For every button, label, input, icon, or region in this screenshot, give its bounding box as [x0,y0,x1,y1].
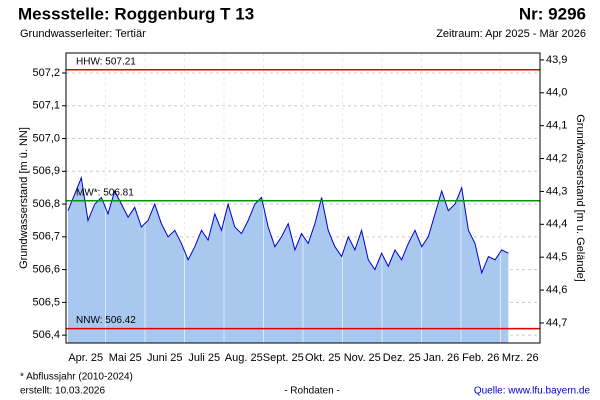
x-tick-label: Dez. 25 [383,352,421,364]
x-tick-label: Apr. 25 [68,352,103,364]
y2-tick-label: 43,9 [546,54,567,66]
y2-tick-label: 44,5 [546,251,567,263]
y-tick-label: 506,8 [32,198,60,210]
x-tick-label: Okt. 25 [305,352,340,364]
source[interactable]: Quelle: www.lfu.bayern.de [474,386,591,397]
y2-tick-label: 44,2 [546,152,567,164]
y2-tick-label: 44,1 [546,120,567,132]
reference-label: HHW: 507.21 [76,56,136,67]
y2-axis-label: Grundwasserstand [m u. Gelände] [574,114,586,282]
y-tick-label: 507,0 [32,132,60,144]
y2-tick-label: 44,0 [546,87,567,99]
y-tick-label: 506,4 [32,329,60,341]
x-tick-label: Aug. 25 [225,352,263,364]
y-axis-label: Grundwasserstand [m ü. NN] [18,127,30,269]
line [67,175,509,275]
subtitle: Grundwasserleiter: Tertiär [20,28,146,40]
y-tick-label: 507,2 [32,67,60,79]
data-note: - Rohdaten - [284,386,340,397]
chart-title: Messstelle: Roggenburg T 13 [18,4,254,23]
y-tick-label: 507,1 [32,100,60,112]
y2-tick-label: 44,4 [546,218,567,230]
plot-frame [65,52,541,344]
station-number: Nr: 9296 [519,4,586,23]
area [68,177,509,343]
reference-label: NNW: 506.42 [76,315,136,326]
x-tick-label: Feb. 26 [462,352,499,364]
x-tick-label: Sept. 25 [263,352,304,364]
x-tick-label: Mai 25 [109,352,142,364]
y2-tick-label: 44,3 [546,185,567,197]
x-tick-label: Nov. 25 [344,352,381,364]
y-tick-label: 506,7 [32,231,60,243]
y2-tick-label: 44,7 [546,317,567,329]
footnote: * Abflussjahr (2010-2024) [20,372,133,383]
y2-tick-label: 44,6 [546,284,567,296]
y-tick-label: 506,9 [32,165,60,177]
x-tick-label: Mrz. 26 [502,352,539,364]
period: Zeitraum: Apr 2025 - Mär 2026 [436,28,586,40]
y-tick-label: 506,6 [32,264,60,276]
x-tick-label: Juni 25 [147,352,182,364]
x-tick-label: Jan. 26 [423,352,459,364]
reference-label: MW*: 506.81 [76,187,134,198]
created-date: erstellt: 10.03.2026 [20,386,105,397]
y-tick-label: 506,5 [32,296,60,308]
x-tick-label: Juli 25 [188,352,220,364]
